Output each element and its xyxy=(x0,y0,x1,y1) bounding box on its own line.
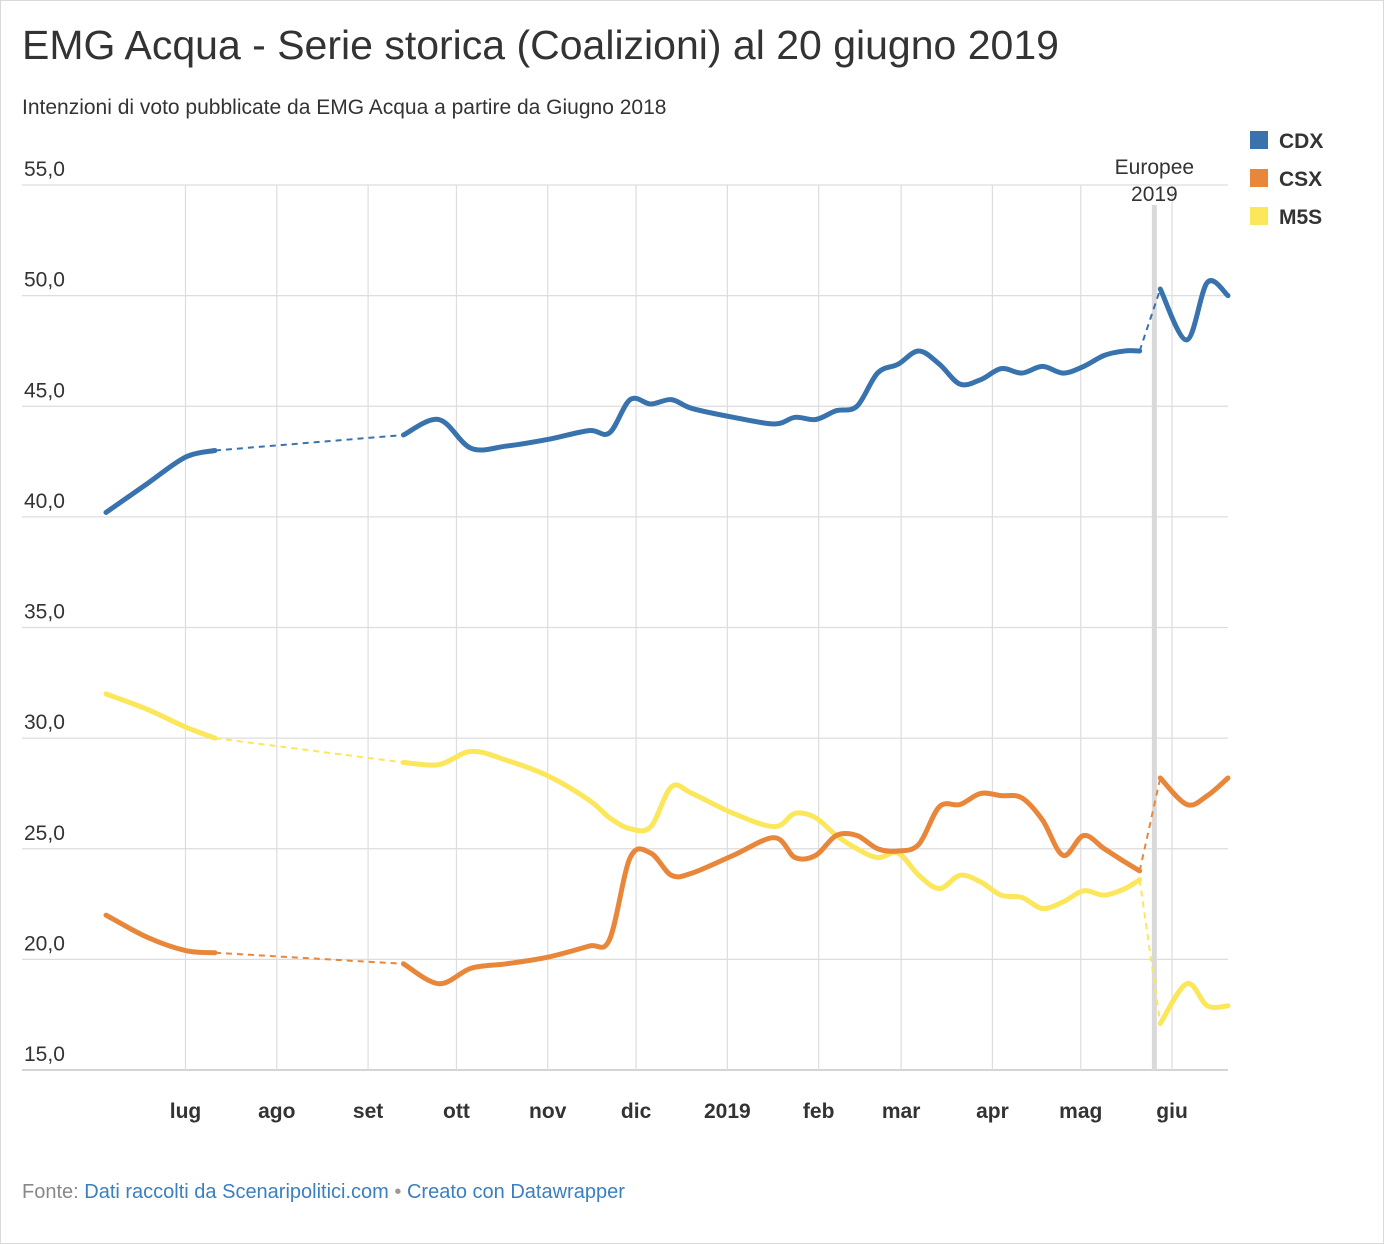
x-tick-label: feb xyxy=(803,1100,835,1123)
x-tick-label: dic xyxy=(621,1100,652,1123)
line-chart: Europee 2019 55,0 50,0 45,0 40,0 35,0 30,0 25,0… xyxy=(22,130,1323,1123)
chart-title: EMG Acqua - Serie storica (Coalizioni) a… xyxy=(22,22,1059,68)
series-csx-gap xyxy=(214,951,404,965)
annotation-label-line1: Europee xyxy=(1115,156,1194,179)
y-tick-label: 40,0 xyxy=(24,490,65,513)
series-m5s-line xyxy=(103,691,218,741)
legend-label-cdx: CDX xyxy=(1279,130,1323,153)
source-link[interactable]: Dati raccolti da Scenaripolitici.com xyxy=(84,1181,389,1203)
footer-prefix: Fonte: xyxy=(22,1181,79,1203)
annotation-label-line2: 2019 xyxy=(1131,183,1178,206)
x-tick-label: ago xyxy=(258,1100,295,1123)
legend-swatch-cdx xyxy=(1250,131,1268,149)
y-tick-label: 35,0 xyxy=(24,601,65,624)
series-cdx xyxy=(103,278,1231,515)
europee-annotation: Europee 2019 xyxy=(1115,156,1194,1070)
series-cdx-gap xyxy=(214,434,404,452)
y-tick-label: 25,0 xyxy=(24,822,65,845)
chart-subtitle: Intenzioni di voto pubblicate da EMG Acq… xyxy=(22,96,667,119)
y-tick-label: 15,0 xyxy=(24,1043,65,1066)
legend-label-csx: CSX xyxy=(1279,168,1322,191)
series-m5s xyxy=(103,691,1231,1027)
x-grid xyxy=(184,185,1173,1070)
series-cdx-line xyxy=(103,448,218,515)
series-csx-gap xyxy=(1138,777,1162,872)
series-csx-line xyxy=(103,912,218,956)
x-tick-label: set xyxy=(353,1100,383,1123)
series-csx xyxy=(103,775,1231,987)
x-tick-label: ott xyxy=(443,1100,470,1123)
legend-swatch-m5s xyxy=(1250,207,1268,225)
x-tick-label: giu xyxy=(1156,1100,1188,1123)
y-tick-label: 20,0 xyxy=(24,932,65,955)
series-csx-line xyxy=(1157,775,1231,808)
series-lines xyxy=(103,278,1231,1027)
y-axis-ticks: 55,0 50,0 45,0 40,0 35,0 30,0 25,0 20,0 15,0 xyxy=(24,158,65,1066)
footer: Fonte: Dati raccolti da Scenaripolitici.… xyxy=(22,1181,625,1204)
series-cdx-line xyxy=(1157,278,1231,343)
series-m5s-gap xyxy=(214,737,404,764)
x-tick-label: 2019 xyxy=(704,1100,751,1123)
y-tick-label: 50,0 xyxy=(24,269,65,292)
x-tick-label: mar xyxy=(882,1100,921,1123)
series-m5s-line xyxy=(1157,981,1231,1027)
y-tick-label: 55,0 xyxy=(24,158,65,181)
x-tick-label: nov xyxy=(529,1100,567,1123)
x-tick-label: apr xyxy=(976,1100,1009,1123)
x-tick-label: lug xyxy=(170,1100,202,1123)
y-grid xyxy=(22,184,1228,1071)
footer-separator: • xyxy=(394,1181,402,1203)
legend-swatch-csx xyxy=(1250,169,1268,187)
series-cdx-line xyxy=(400,348,1143,453)
series-cdx-gap xyxy=(1138,288,1162,352)
legend-label-m5s: M5S xyxy=(1279,206,1322,229)
legend: CDX CSX M5S xyxy=(1250,130,1323,229)
datawrapper-link[interactable]: Creato con Datawrapper xyxy=(406,1181,625,1203)
series-m5s-gap xyxy=(1138,879,1162,1024)
series-csx-line xyxy=(400,790,1143,987)
series-m5s-line xyxy=(400,748,1143,912)
y-tick-label: 30,0 xyxy=(24,711,65,734)
y-tick-label: 45,0 xyxy=(24,379,65,402)
x-tick-label: mag xyxy=(1059,1100,1102,1123)
x-axis-ticks: lug ago set ott nov dic 2019 feb mar apr mag giu xyxy=(170,1100,1188,1123)
